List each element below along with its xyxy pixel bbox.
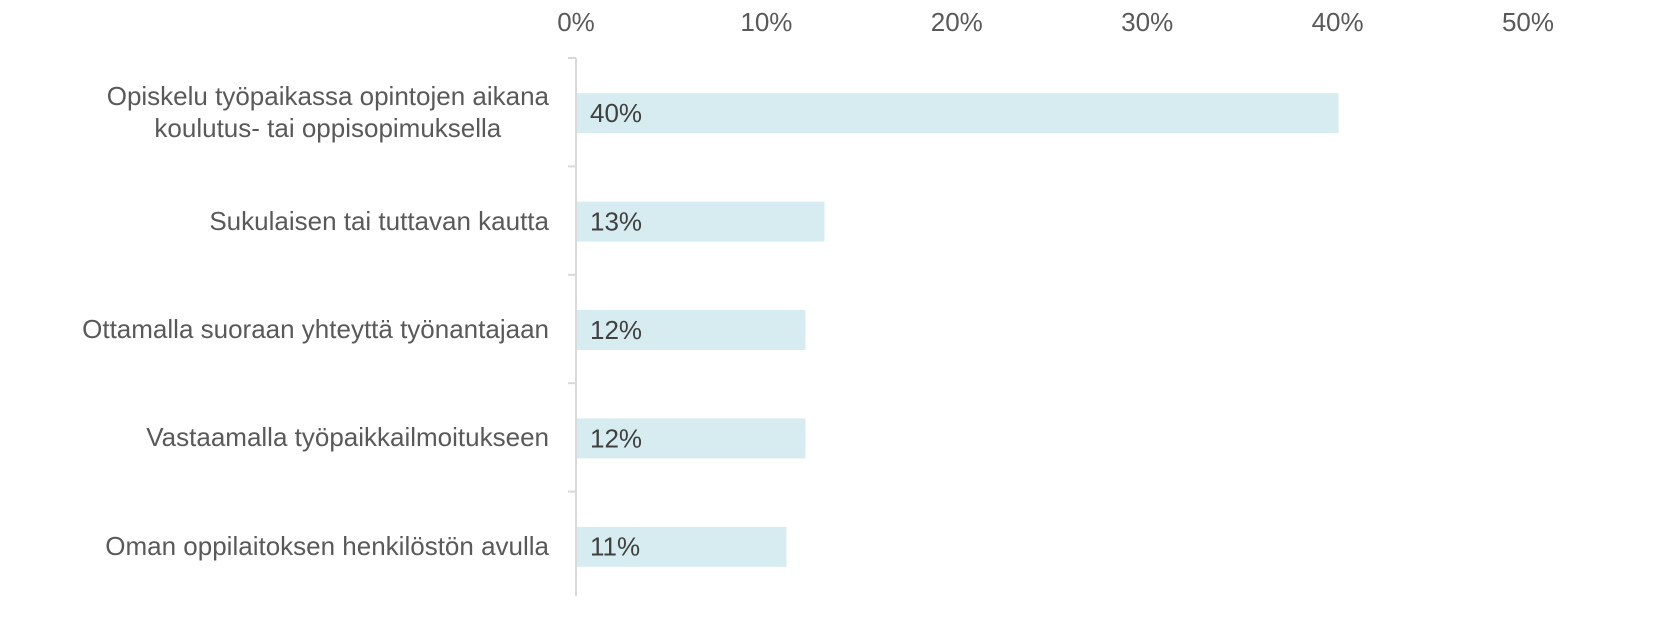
x-tick-label: 30% — [1121, 7, 1173, 37]
value-label: 11% — [590, 532, 640, 562]
category-label: Vastaamalla työpaikkailmoitukseen — [146, 422, 549, 453]
bar — [577, 526, 787, 567]
value-label: 13% — [590, 206, 642, 236]
bar — [577, 418, 806, 459]
bar — [577, 310, 806, 350]
x-tick-label: 50% — [1502, 7, 1554, 37]
category-label: Opiskelu työpaikassa opintojen aikana ko… — [106, 81, 549, 144]
x-tick-label: 10% — [740, 7, 792, 37]
value-label: 12% — [590, 423, 642, 453]
value-label: 12% — [590, 315, 642, 345]
x-tick-label: 40% — [1312, 7, 1364, 37]
x-tick-label: 20% — [931, 7, 983, 37]
bar — [577, 201, 825, 242]
category-label: Sukulaisen tai tuttavan kautta — [209, 205, 549, 236]
category-label: Oman oppilaitoksen henkilöstön avulla — [105, 530, 549, 561]
value-label: 40% — [590, 98, 642, 128]
bar — [577, 93, 1339, 134]
category-label: Ottamalla suoraan yhteyttä työnantajaan — [82, 314, 549, 344]
x-tick-label: 0% — [557, 7, 595, 37]
